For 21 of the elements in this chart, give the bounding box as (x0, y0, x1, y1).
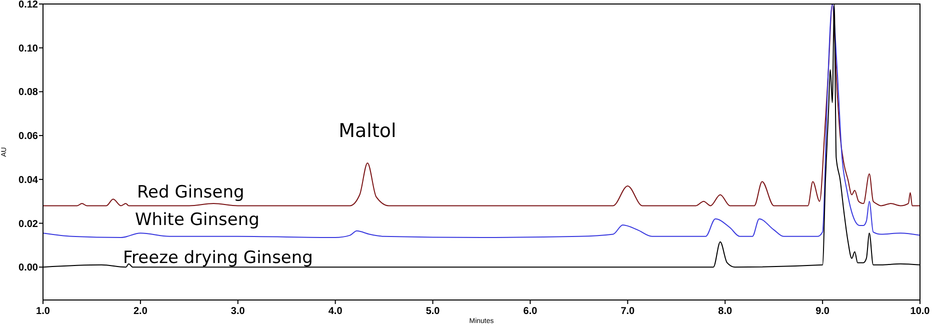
y-tick-label: 0.06 (18, 131, 38, 142)
x-tick-label: 9.0 (816, 306, 830, 317)
y-tick-label: 0.08 (18, 87, 38, 98)
series-label: White Ginseng (135, 210, 260, 230)
x-tick-label: 3.0 (230, 306, 246, 317)
y-tick-label: 0.10 (18, 43, 38, 54)
annotation: Maltol (338, 120, 396, 142)
x-tick-label: 10.0 (910, 306, 930, 317)
x-tick-label: 8.0 (718, 306, 732, 317)
series-label: Freeze drying Ginseng (123, 248, 313, 268)
y-tick-label: 0.00 (18, 262, 38, 274)
x-tick-label: 2.0 (133, 306, 148, 317)
y-tick-label: 0.12 (18, 0, 38, 10)
y-tick-label: 0.02 (18, 218, 38, 230)
x-tick-label: 1.0 (36, 306, 50, 317)
x-tick-label: 5.0 (426, 306, 440, 317)
x-tick-label: 4.0 (328, 306, 343, 317)
x-tick-label: 7.0 (620, 306, 636, 317)
series-label: Red Ginseng (137, 182, 244, 203)
x-tick-label: 6.0 (523, 306, 538, 317)
y-tick-label: 0.04 (18, 174, 38, 186)
